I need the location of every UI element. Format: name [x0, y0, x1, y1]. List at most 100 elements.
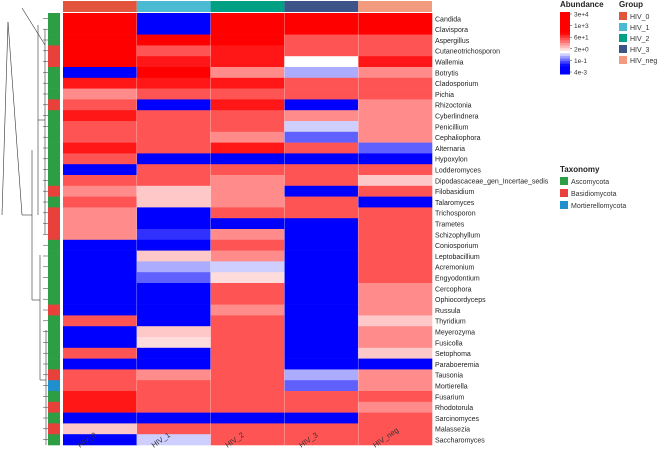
- row-label: Clavispora: [435, 27, 468, 34]
- heatmap-cell: [210, 283, 285, 295]
- heatmap-cell: [210, 337, 285, 349]
- heatmap-cell: [210, 142, 285, 154]
- row-label: Dipodascaceae_gen_Incertae_sedis: [435, 178, 549, 185]
- group-bar-segment: [63, 1, 137, 12]
- heatmap-cell: [284, 110, 359, 122]
- abundance-gradient-step: [560, 27, 570, 31]
- heatmap-cell: [284, 369, 359, 381]
- heatmap-cell: [136, 272, 211, 284]
- heatmap-cell: [284, 207, 359, 219]
- heatmap-cell: [210, 56, 285, 68]
- heatmap-cell: [284, 326, 359, 338]
- heatmap-cell: [63, 131, 138, 143]
- heatmap-cell: [210, 391, 285, 403]
- heatmap-cell: [210, 207, 285, 219]
- row-label: Leptobacillium: [435, 254, 480, 261]
- heatmap-cell: [136, 401, 211, 413]
- heatmap-cell: [136, 250, 211, 262]
- heatmap-cell: [284, 23, 359, 35]
- dendrogram-branch: [7, 21, 23, 216]
- row-label: Cutaneotrichosporon: [435, 49, 500, 56]
- abundance-gradient-step: [560, 43, 570, 47]
- group-bar-segment: [358, 1, 432, 12]
- heatmap-cell: [358, 45, 433, 57]
- taxonomy-bar-segment: [48, 261, 60, 273]
- heatmap-cell: [284, 45, 359, 57]
- heatmap-cell: [210, 358, 285, 370]
- row-label: Mortierella: [435, 384, 468, 391]
- heatmap-cell: [284, 131, 359, 143]
- heatmap-cell: [358, 304, 433, 316]
- taxonomy-legend-swatch: [560, 201, 568, 209]
- heatmap-cell: [63, 250, 138, 262]
- abundance-gradient-step: [560, 53, 570, 57]
- heatmap-cell: [284, 391, 359, 403]
- abundance-gradient-step: [560, 66, 570, 70]
- abundance-gradient-step: [560, 58, 570, 62]
- abundance-legend-title: Abundance: [560, 0, 604, 9]
- heatmap-cell: [136, 196, 211, 208]
- row-label: Trametes: [435, 222, 465, 229]
- heatmap-cell: [210, 45, 285, 57]
- heatmap-cell: [136, 347, 211, 359]
- heatmap-cell: [63, 337, 138, 349]
- heatmap-cell: [284, 304, 359, 316]
- heatmap-cell: [284, 412, 359, 424]
- heatmap-cell: [210, 272, 285, 284]
- taxonomy-bar-segment: [48, 23, 60, 35]
- row-label: Saccharomyces: [435, 438, 485, 445]
- heatmap-cell: [63, 369, 138, 381]
- heatmap-cell: [136, 23, 211, 35]
- taxonomy-bar-segment: [48, 315, 60, 327]
- heatmap-cell: [284, 347, 359, 359]
- row-label: Trichosporon: [435, 211, 476, 218]
- row-label: Penicillium: [435, 124, 469, 131]
- heatmap-cell: [136, 164, 211, 176]
- group-legend-swatch: [619, 12, 627, 20]
- heatmap-cell: [63, 99, 138, 111]
- heatmap-cell: [210, 326, 285, 338]
- heatmap-cell: [63, 326, 138, 338]
- heatmap-cell: [210, 229, 285, 241]
- heatmap-cell: [63, 218, 138, 230]
- row-label: Botrytis: [435, 70, 459, 77]
- heatmap-cell: [63, 304, 138, 316]
- group-legend-label: HIV_1: [630, 25, 650, 32]
- heatmap-cell: [284, 229, 359, 241]
- group-legend-swatch: [619, 23, 627, 31]
- taxonomy-bar-segment: [48, 380, 60, 392]
- heatmap-cell: [136, 293, 211, 305]
- taxonomy-legend-swatch: [560, 177, 568, 185]
- heatmap-cell: [136, 185, 211, 197]
- heatmap-cell: [284, 196, 359, 208]
- heatmap-cell: [63, 153, 138, 165]
- taxonomy-bar-segment: [48, 175, 60, 187]
- heatmap-cell: [136, 153, 211, 165]
- heatmap-cell: [136, 434, 211, 446]
- heatmap-cell: [63, 185, 138, 197]
- heatmap-cell: [136, 77, 211, 89]
- heatmap-cell: [210, 412, 285, 424]
- heatmap-cell: [136, 283, 211, 295]
- heatmap-cell: [210, 99, 285, 111]
- heatmap-cell: [63, 401, 138, 413]
- abundance-gradient-step: [560, 30, 570, 34]
- heatmap-cell: [210, 434, 285, 446]
- heatmap-cell: [63, 391, 138, 403]
- heatmap-cell: [210, 250, 285, 262]
- abundance-gradient-step: [560, 61, 570, 65]
- abundance-tick-label: 4e-3: [574, 70, 587, 77]
- heatmap-cell: [284, 121, 359, 133]
- heatmap-cell: [136, 326, 211, 338]
- taxonomy-bar-segment: [48, 326, 60, 338]
- taxonomy-bar-segment: [48, 293, 60, 305]
- heatmap-cell: [284, 250, 359, 262]
- abundance-gradient-step: [560, 40, 570, 44]
- heatmap-cell: [284, 99, 359, 111]
- heatmap-cell: [358, 175, 433, 187]
- heatmap-cell: [358, 67, 433, 79]
- heatmap-cell: [63, 196, 138, 208]
- taxonomy-bar-segment: [48, 239, 60, 251]
- abundance-gradient-step: [560, 14, 570, 18]
